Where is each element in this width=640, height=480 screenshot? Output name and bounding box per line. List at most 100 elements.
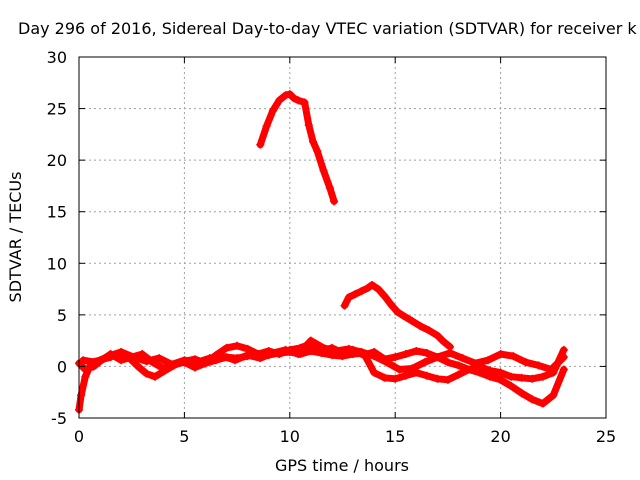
data-point: [230, 356, 239, 365]
data-point: [496, 375, 505, 384]
plot-frame: [78, 56, 607, 419]
data-point: [509, 352, 518, 361]
x-axis-label: GPS time / hours: [275, 456, 409, 475]
data-point: [528, 374, 537, 383]
data-point: [330, 197, 339, 206]
data-point: [205, 354, 214, 363]
data-point: [313, 146, 322, 155]
data-point: [142, 357, 151, 366]
data-point: [129, 353, 138, 362]
data-point: [439, 337, 448, 346]
x-tick-label: 20: [490, 427, 510, 446]
data-point: [142, 369, 151, 378]
data-point: [471, 359, 480, 368]
data-point: [401, 371, 410, 380]
data-point: [446, 349, 455, 358]
y-tick-label: 5: [57, 306, 67, 325]
data-point: [549, 391, 558, 400]
data-point: [517, 389, 526, 398]
data-point: [79, 356, 88, 365]
data-point: [483, 356, 492, 365]
data-point: [538, 372, 547, 381]
data-point: [559, 353, 568, 362]
y-axis-label: SDTVAR / TECUs: [6, 172, 25, 303]
data-point: [475, 368, 484, 377]
data-point: [77, 391, 86, 400]
data-point: [559, 365, 568, 374]
data-point: [386, 300, 395, 309]
data-point: [268, 106, 277, 115]
data-point: [308, 137, 317, 146]
y-tick-label: 15: [47, 203, 67, 222]
data-point: [433, 374, 442, 383]
x-tick-label: 10: [280, 427, 300, 446]
data-point: [117, 356, 126, 365]
data-point: [357, 347, 366, 356]
y-tick-label: 0: [57, 357, 67, 376]
data-point: [262, 122, 271, 131]
data-point: [393, 307, 402, 316]
chart-title: Day 296 of 2016, Sidereal Day-to-day VTE…: [18, 19, 637, 38]
data-point: [332, 346, 341, 355]
data-point: [486, 372, 495, 381]
data-point: [167, 360, 176, 369]
data-point: [233, 341, 242, 350]
data-point: [281, 345, 290, 354]
data-point: [357, 287, 366, 296]
data-point: [454, 361, 463, 370]
x-tick-label: 5: [179, 427, 189, 446]
data-point: [104, 352, 113, 361]
x-tick-label: 15: [385, 427, 405, 446]
data-point: [433, 331, 442, 340]
data-series: [75, 90, 568, 414]
data-point: [222, 343, 231, 352]
data-point: [422, 349, 431, 358]
data-point: [180, 356, 189, 365]
data-point: [294, 96, 303, 105]
data-point: [454, 370, 463, 379]
data-point: [325, 183, 334, 192]
data-point: [408, 317, 417, 326]
data-point: [243, 351, 252, 360]
data-point: [412, 346, 421, 355]
data-point: [193, 358, 202, 367]
data-point: [395, 365, 404, 374]
data-point: [256, 354, 265, 363]
data-point: [382, 358, 391, 367]
data-point: [91, 358, 100, 367]
data-point: [458, 354, 467, 363]
x-tick-label: 0: [74, 427, 84, 446]
data-point: [401, 350, 410, 359]
axis-ticks: 0 5 10 15 20 25 -5 0 5 10 15 20 25 30: [47, 48, 617, 446]
data-point: [275, 96, 284, 105]
data-point: [496, 350, 505, 359]
data-point: [496, 368, 505, 377]
data-point: [443, 358, 452, 367]
data-point: [159, 364, 168, 373]
data-point: [117, 347, 126, 356]
data-point: [150, 372, 159, 381]
data-point: [559, 345, 568, 354]
data-point: [268, 349, 277, 358]
data-point: [399, 311, 408, 320]
data-point: [443, 375, 452, 384]
data-point: [380, 292, 389, 301]
y-tick-label: 20: [47, 151, 67, 170]
data-point: [424, 326, 433, 335]
data-point: [281, 91, 290, 100]
data-point: [363, 284, 372, 293]
data-point: [547, 365, 556, 374]
data-point: [300, 98, 309, 107]
data-point: [422, 371, 431, 380]
data-point: [344, 293, 353, 302]
data-point: [420, 358, 429, 367]
data-point: [538, 399, 547, 408]
data-point: [285, 90, 294, 99]
data-point: [370, 368, 379, 377]
data-point: [368, 280, 377, 289]
data-point: [340, 301, 349, 310]
data-point: [81, 365, 90, 374]
data-point: [391, 353, 400, 362]
y-tick-label: -5: [51, 409, 67, 428]
